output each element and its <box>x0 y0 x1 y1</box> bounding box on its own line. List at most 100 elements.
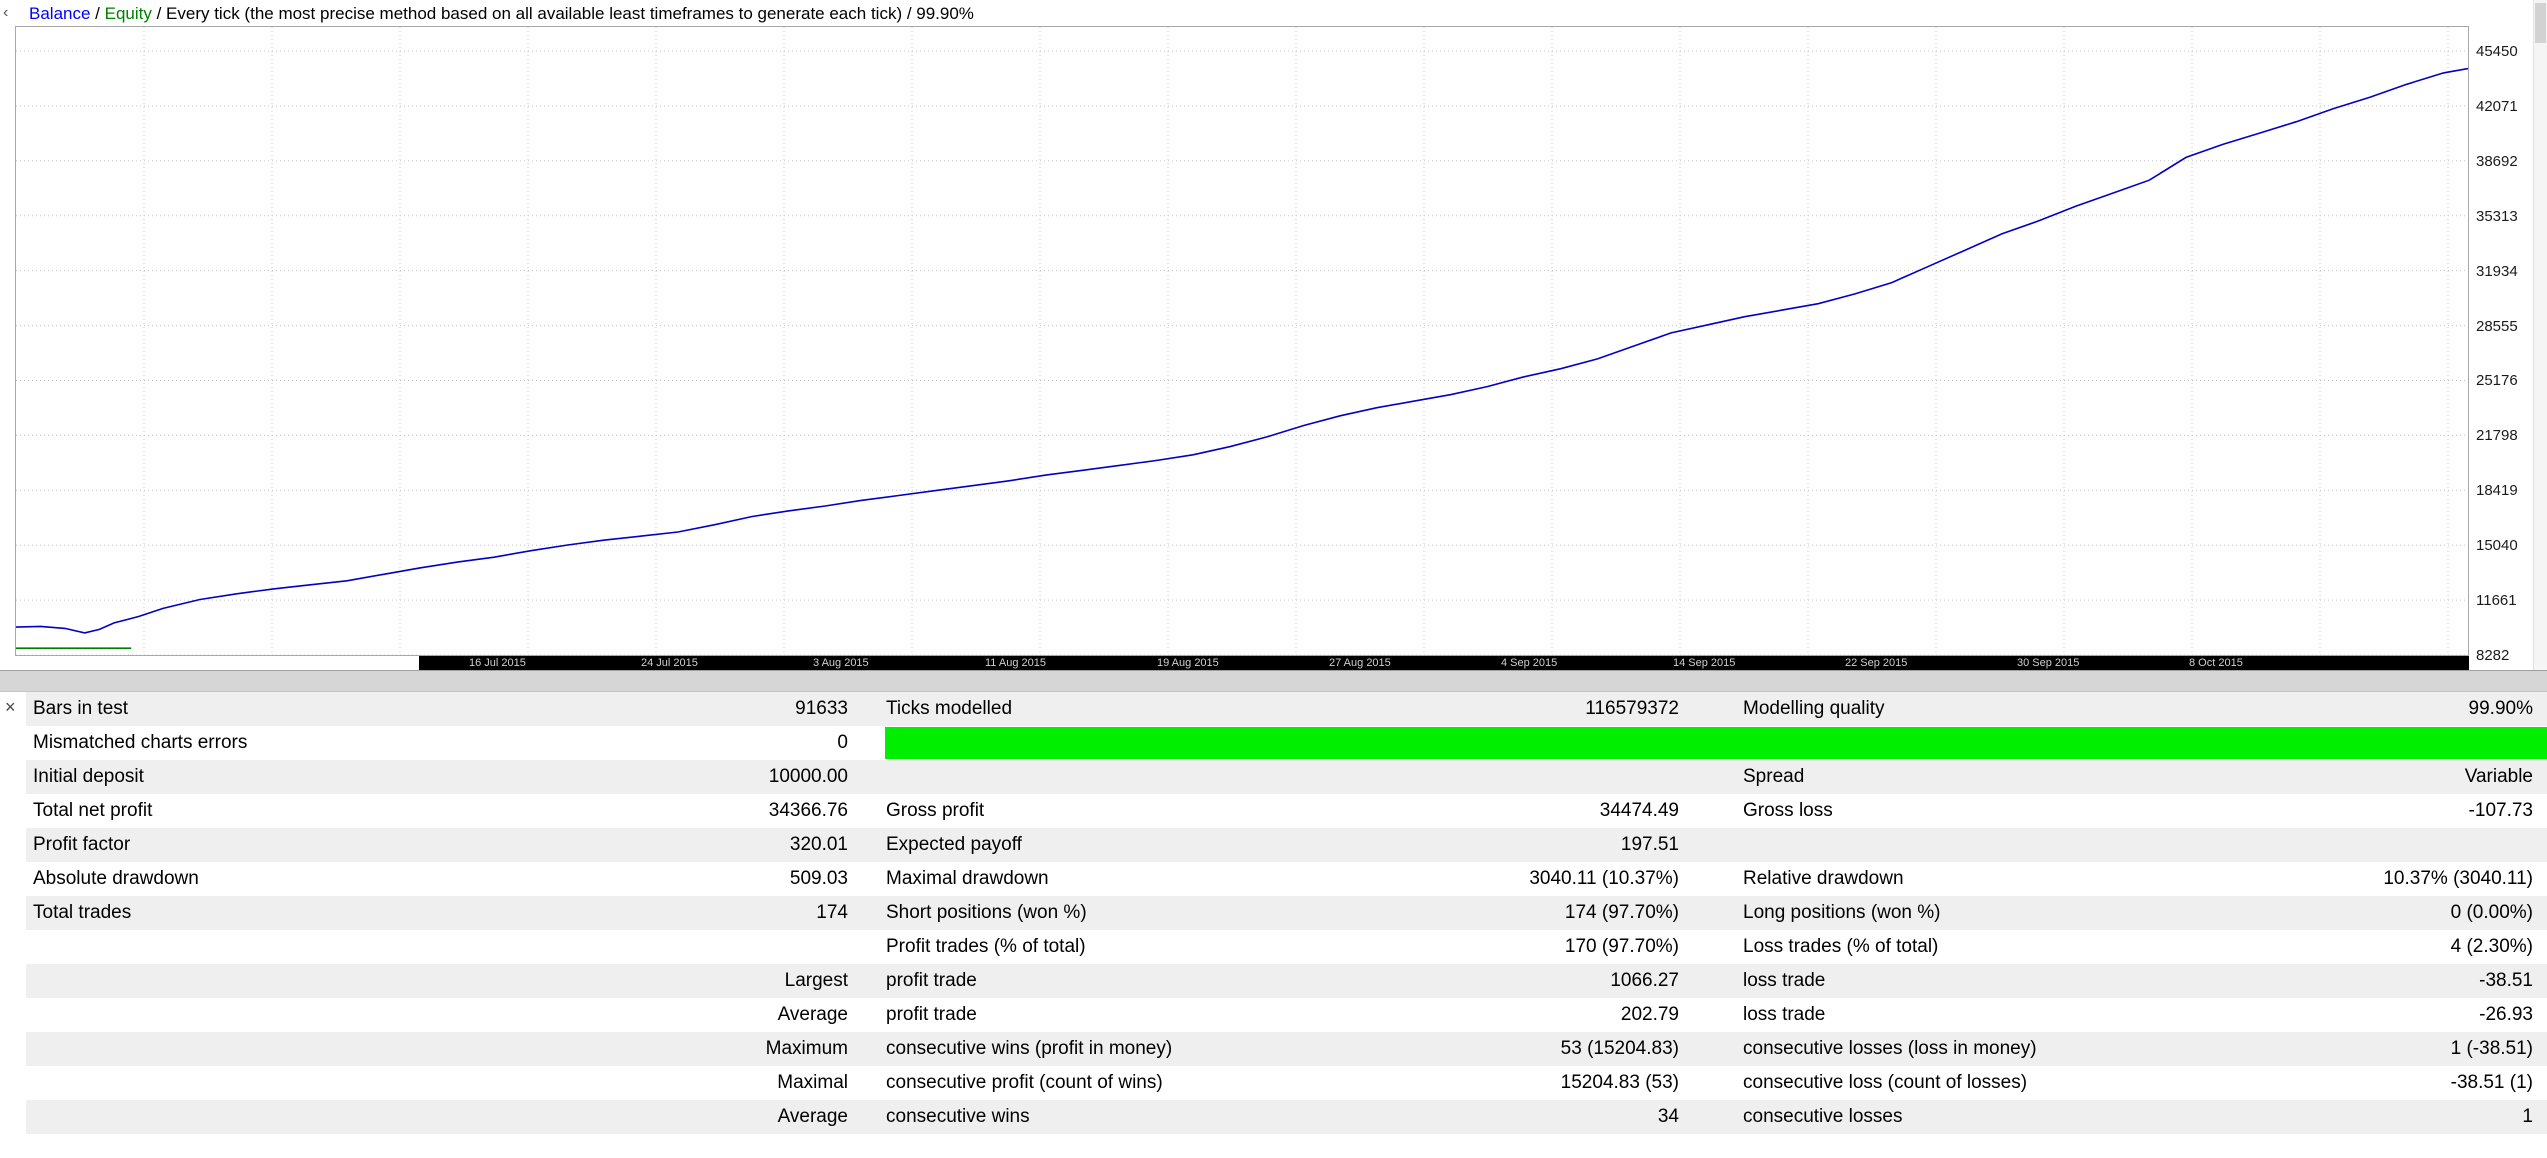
x-axis-label: 30 Sep 2015 <box>2017 657 2080 669</box>
report-row: Maximal consecutive profit (count of wins… <box>26 1066 2547 1100</box>
y-axis: 45450 42071 38692 35313 31934 28555 25176 21798… <box>2476 27 2532 664</box>
report-row: Largest profit trade 1066.27 loss trade -38.… <box>26 964 2547 998</box>
report-value: 1 <box>2522 1106 2533 1127</box>
report-row: Average consecutive wins 34 consecutive los… <box>26 1100 2547 1134</box>
report-value: 3040.11 (10.37%) <box>1529 868 1679 889</box>
header-separator: / <box>90 4 105 23</box>
model-description: / Every tick (the most precise method ba… <box>151 4 974 23</box>
report-label: Profit factor <box>33 834 131 855</box>
report-row: Profit factor 320.01 Expected payoff 197.51 <box>26 828 2547 862</box>
report-value: 1 (-38.51) <box>2450 1038 2533 1059</box>
report-row: Absolute drawdown 509.03 Maximal drawdown 3… <box>26 862 2547 896</box>
report-value: -26.93 <box>2479 1004 2533 1025</box>
report-value: -38.51 (1) <box>2450 1072 2533 1093</box>
y-axis-label: 11661 <box>2476 592 2517 610</box>
report-row: Bars in test 91633 Ticks modelled 116579372… <box>26 692 2547 726</box>
report-label: loss trade <box>1743 970 1826 991</box>
report-value: 91633 <box>795 698 848 719</box>
balance-chart <box>15 26 2469 656</box>
x-axis-label: 4 Sep 2015 <box>1501 657 1558 669</box>
x-axis-bar: 16 Jul 2015 24 Jul 2015 3 Aug 2015 11 Aug 2… <box>419 656 2469 670</box>
x-axis-label: 27 Aug 2015 <box>1329 657 1391 669</box>
collapse-arrow-icon[interactable]: ‹ <box>3 4 9 21</box>
x-axis-label: 11 Aug 2015 <box>985 657 1046 669</box>
report-value: 197.51 <box>1620 834 1679 855</box>
x-axis-label: 22 Sep 2015 <box>1845 657 1908 669</box>
report-value: 0 (0.00%) <box>2450 902 2533 923</box>
report-label: Modelling quality <box>1743 698 1885 719</box>
y-axis-label: 31934 <box>2476 262 2518 280</box>
chart-scrollbar-thumb[interactable] <box>2535 3 2546 43</box>
report-row: Mismatched charts errors 0 <box>26 726 2547 760</box>
report-label: Expected payoff <box>886 834 1022 855</box>
report-label: consecutive profit (count of wins) <box>886 1072 1163 1093</box>
report-value: 34366.76 <box>768 800 848 821</box>
y-axis-label: 25176 <box>2476 372 2518 390</box>
report-value: 1066.27 <box>1610 970 1679 991</box>
report-row: Initial deposit 10000.00 Spread Variable <box>26 760 2547 794</box>
report-label: Total trades <box>33 902 132 923</box>
report-value: Variable <box>2464 766 2533 787</box>
report-value: 320.01 <box>789 834 848 855</box>
tester-report-panel: × Bars in test 91633 Ticks modelled 1165793… <box>0 692 2547 1158</box>
report-value: 170 (97.70%) <box>1564 936 1679 957</box>
report-value: 116579372 <box>1585 698 1679 719</box>
balance-chart-svg <box>16 27 2468 655</box>
report-label: consecutive wins (profit in money) <box>886 1038 1173 1059</box>
y-axis-label: 8282 <box>2476 647 2510 664</box>
report-label: Profit trades (% of total) <box>886 936 1086 957</box>
tester-graph-panel: ‹ Balance / Equity / Every tick (the mos… <box>0 0 2547 670</box>
x-axis-label: 19 Aug 2015 <box>1157 657 1219 669</box>
report-label: Mismatched charts errors <box>33 732 248 753</box>
report-value: 509.03 <box>789 868 848 889</box>
report-label: Absolute drawdown <box>33 868 199 889</box>
report-label: Total net profit <box>33 800 153 821</box>
report-value: 0 <box>837 732 848 753</box>
report-row: Total trades 174 Short positions (won %) 17… <box>26 896 2547 930</box>
report-value: 99.90% <box>2468 698 2533 719</box>
report-label: Relative drawdown <box>1743 868 1904 889</box>
chart-header: Balance / Equity / Every tick (the most … <box>0 0 2500 26</box>
report-value: 15204.83 (53) <box>1560 1072 1679 1093</box>
y-axis-label: 18419 <box>2476 482 2518 500</box>
report-label: Loss trades (% of total) <box>1743 936 1939 957</box>
report-label: Spread <box>1743 766 1805 787</box>
y-axis-label: 42071 <box>2476 97 2518 115</box>
y-axis-label: 38692 <box>2476 152 2518 170</box>
report-value: 202.79 <box>1620 1004 1679 1025</box>
y-axis-label: 35313 <box>2476 207 2518 225</box>
report-label: consecutive wins <box>886 1106 1030 1127</box>
report-label: consecutive loss (count of losses) <box>1743 1072 2028 1093</box>
report-label: Gross profit <box>886 800 985 821</box>
report-value: Largest <box>784 970 848 991</box>
chart-scrollbar[interactable] <box>2533 0 2547 670</box>
modelling-quality-bar <box>885 727 2547 759</box>
report-label: Initial deposit <box>33 766 144 787</box>
report-value: 34474.49 <box>1599 800 1679 821</box>
balance-label: Balance <box>29 4 91 23</box>
report-row: Total net profit 34366.76 Gross profit 3447… <box>26 794 2547 828</box>
report-value: 10000.00 <box>768 766 848 787</box>
report-rows: Bars in test 91633 Ticks modelled 116579372… <box>26 692 2547 1134</box>
panel-splitter[interactable] <box>0 670 2547 692</box>
report-value: Maximum <box>765 1038 848 1059</box>
report-value: 174 <box>816 902 848 923</box>
report-value: 34 <box>1657 1106 1679 1127</box>
report-value: Average <box>777 1004 848 1025</box>
report-label: profit trade <box>886 970 977 991</box>
report-label: Ticks modelled <box>886 698 1013 719</box>
report-label: consecutive losses <box>1743 1106 1903 1127</box>
report-value: -38.51 <box>2479 970 2533 991</box>
x-axis-label: 14 Sep 2015 <box>1673 657 1736 669</box>
close-icon[interactable]: × <box>5 697 16 717</box>
report-label: profit trade <box>886 1004 977 1025</box>
report-value: 10.37% (3040.11) <box>2383 868 2533 889</box>
report-value: 53 (15204.83) <box>1560 1038 1679 1059</box>
report-label: Bars in test <box>33 698 129 719</box>
y-axis-label: 15040 <box>2476 537 2518 555</box>
y-axis-label: 21798 <box>2476 427 2518 445</box>
report-value: 174 (97.70%) <box>1564 902 1679 923</box>
report-value: 4 (2.30%) <box>2450 936 2533 957</box>
balance-line <box>16 67 2468 634</box>
report-row: Maximum consecutive wins (profit in money… <box>26 1032 2547 1066</box>
